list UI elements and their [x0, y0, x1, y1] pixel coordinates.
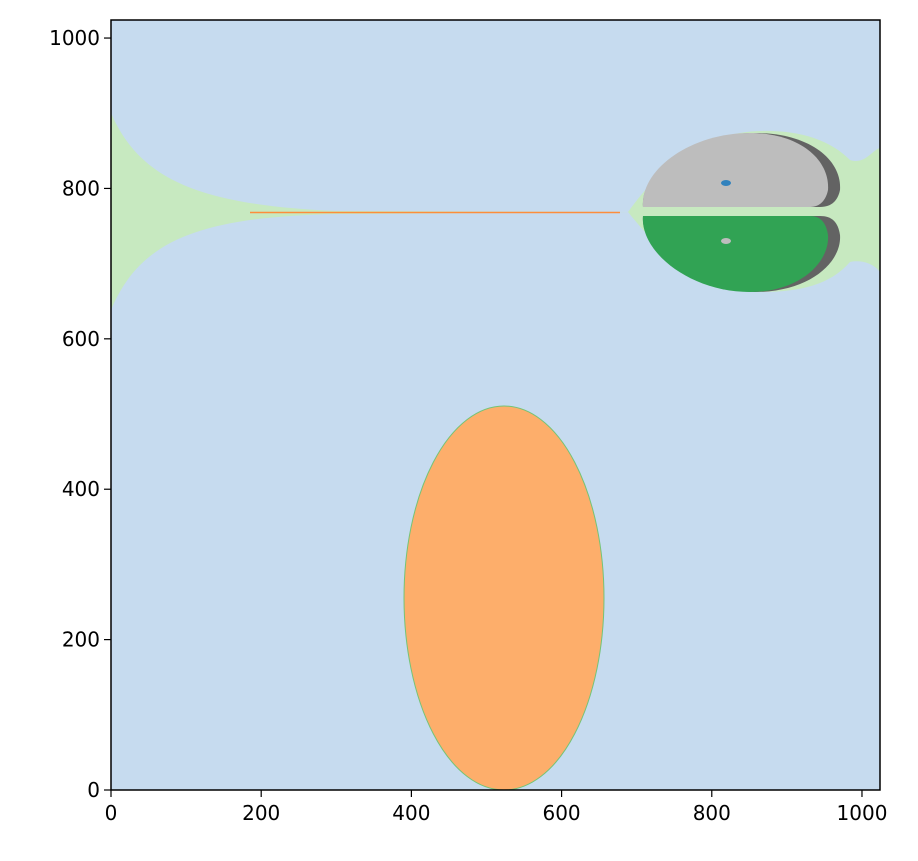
gray-spot — [721, 238, 731, 244]
x-tick-label: 400 — [392, 801, 430, 825]
left-region — [111, 113, 637, 310]
x-tick-label: 200 — [242, 801, 280, 825]
y-tick-label: 800 — [62, 176, 100, 200]
blue-spot — [721, 180, 731, 186]
y-tick-label: 1000 — [49, 26, 100, 50]
orange-region — [403, 405, 605, 791]
x-tick-label: 800 — [693, 801, 731, 825]
y-tick-label: 400 — [62, 477, 100, 501]
plot-frame — [110, 19, 881, 791]
x-tick-label: 0 — [105, 801, 118, 825]
green-region — [642, 216, 829, 292]
y-tick-label: 200 — [62, 628, 100, 652]
y-tick-label: 0 — [87, 778, 100, 802]
x-tick-label: 1000 — [837, 801, 888, 825]
x-tick-label: 600 — [542, 801, 580, 825]
image-content — [111, 20, 880, 791]
y-tick-label: 600 — [62, 327, 100, 351]
gray-region — [642, 133, 829, 207]
